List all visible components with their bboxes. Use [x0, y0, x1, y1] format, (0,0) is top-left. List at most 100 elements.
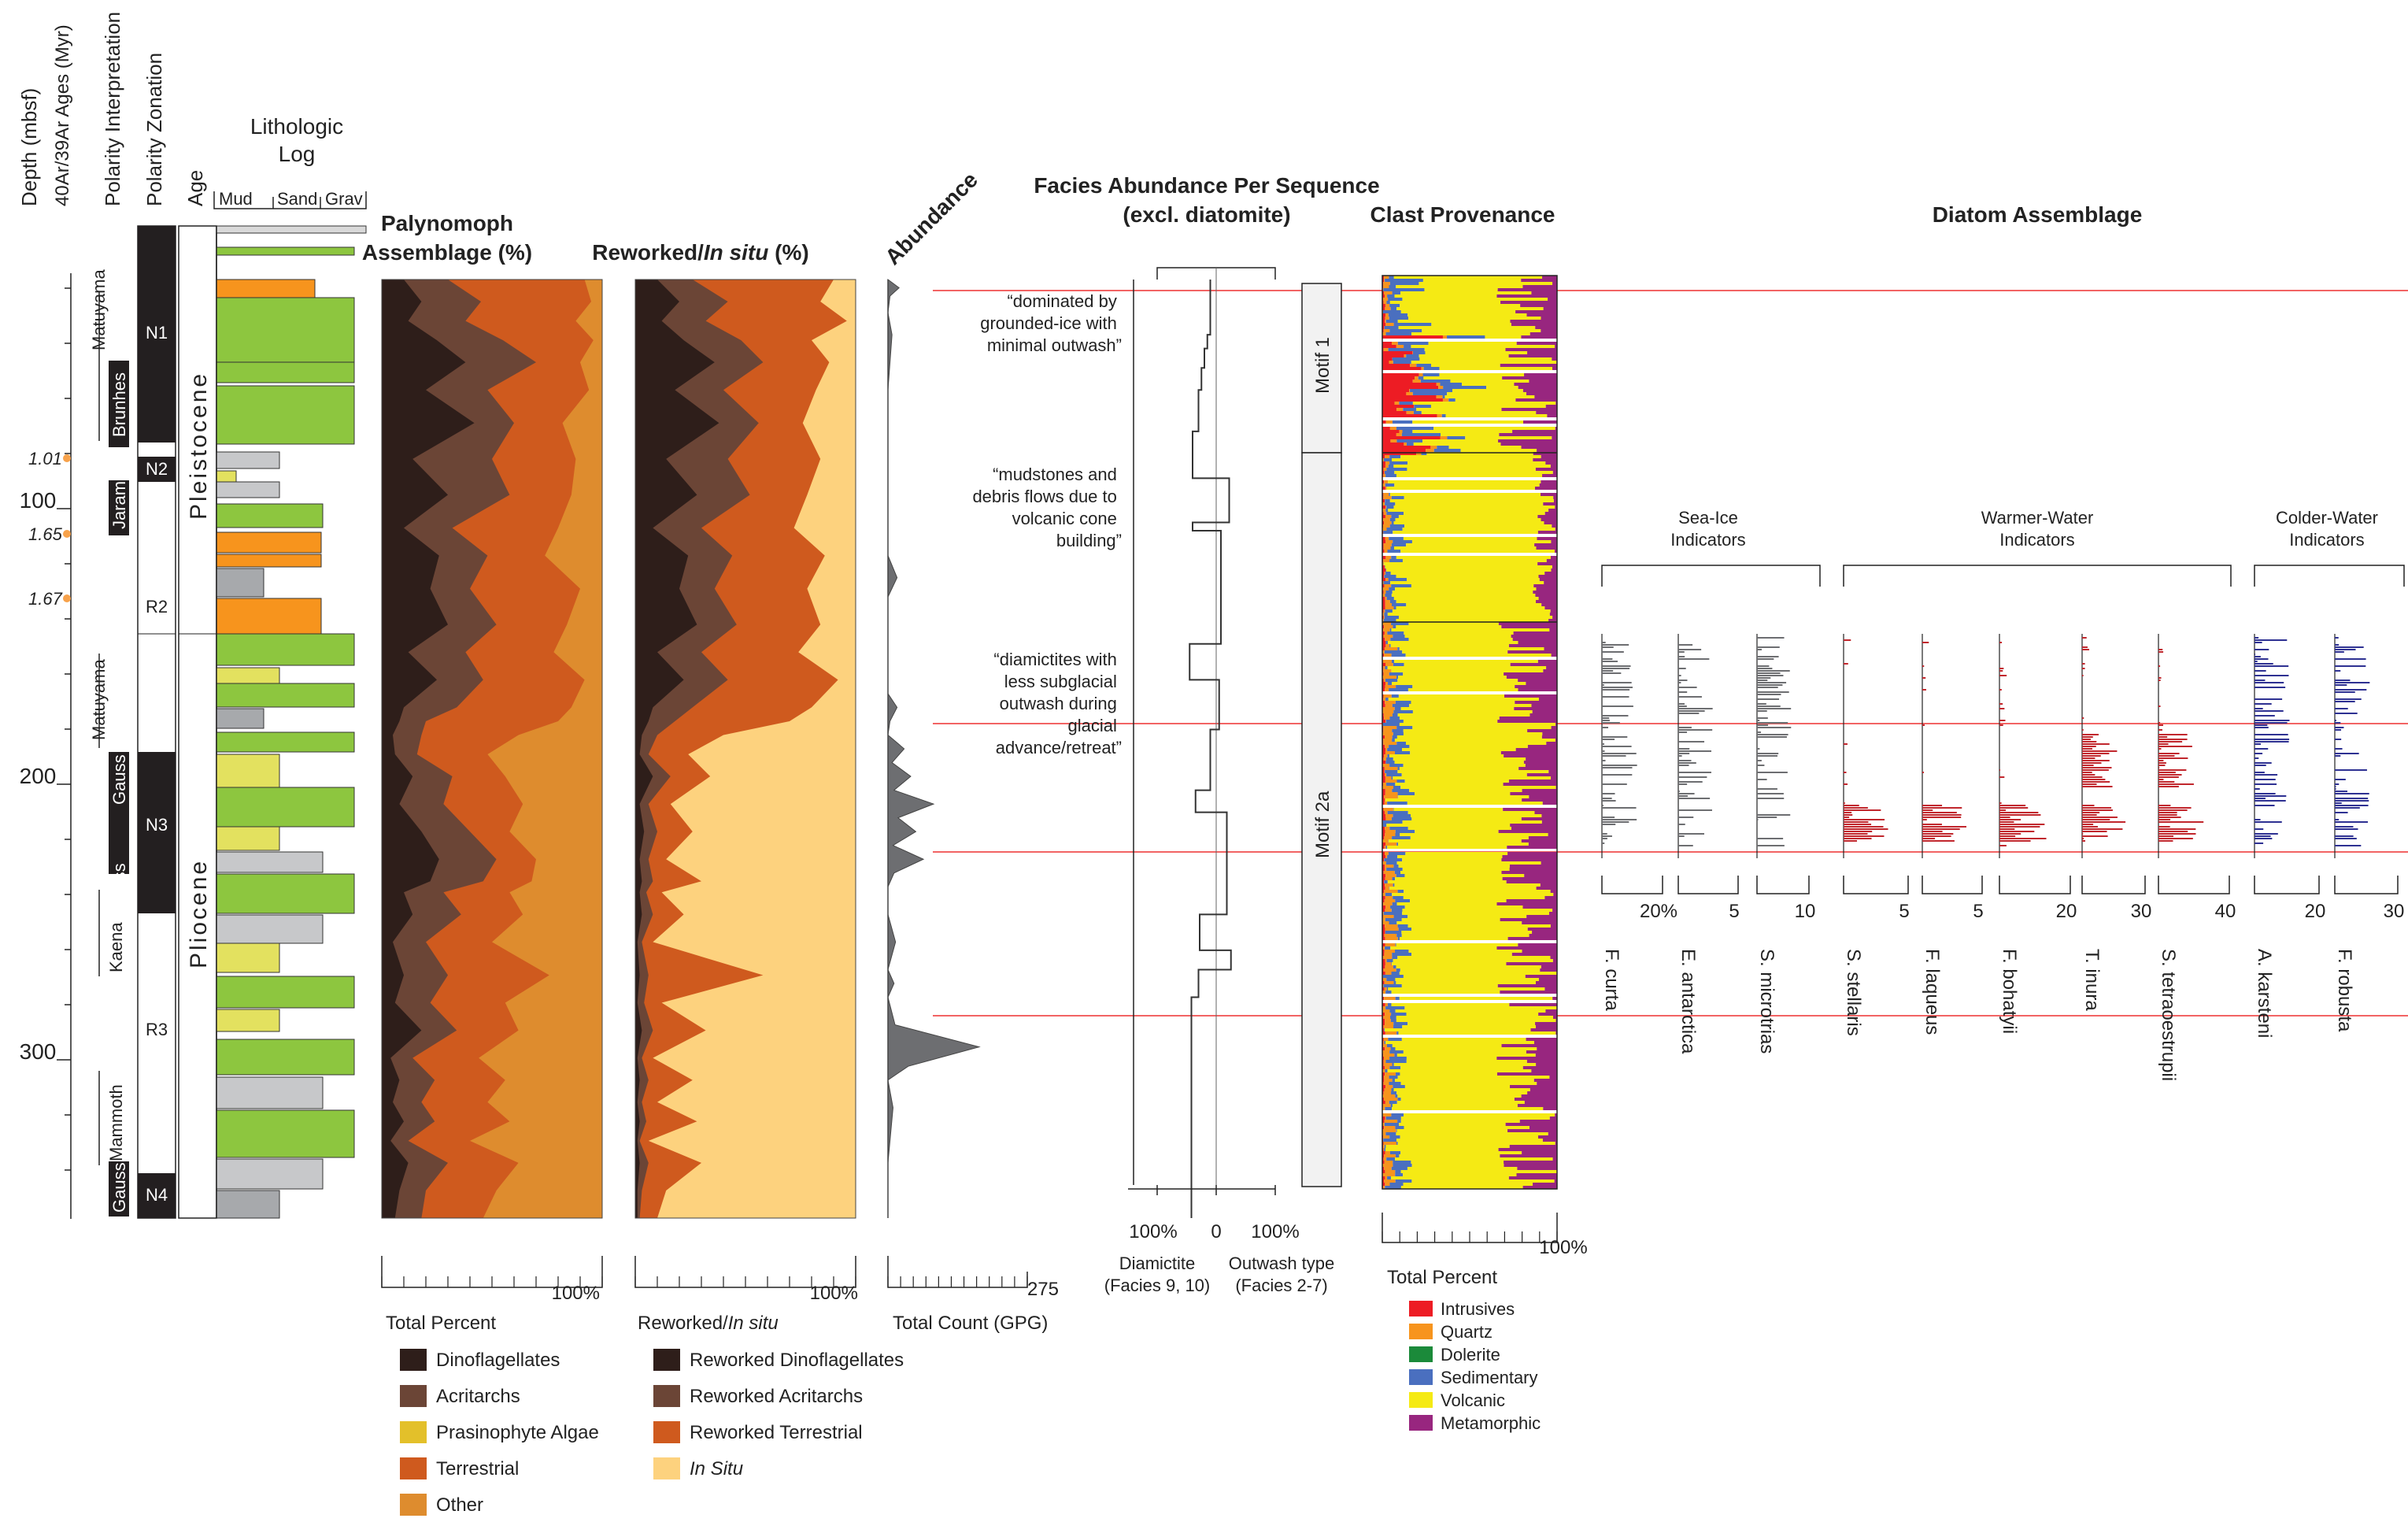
clast-bar-segment: [1402, 1025, 1536, 1028]
clast-bar-segment: [1385, 641, 1388, 644]
clast-bar-segment: [1382, 383, 1437, 386]
clast-bar-segment: [1382, 471, 1385, 474]
clast-bar-segment: [1400, 1082, 1537, 1085]
clast-bar-segment: [1386, 468, 1407, 471]
clast-bar-segment: [1542, 474, 1557, 477]
clast-bar-segment: [1386, 824, 1511, 827]
clast-bar-segment: [1486, 386, 1518, 389]
clast-bar-segment: [1394, 751, 1411, 754]
clast-bar-segment: [1499, 433, 1557, 436]
clast-bar-segment: [1389, 628, 1392, 631]
clast-bar-segment: [1382, 682, 1386, 685]
clast-bar-segment: [1402, 559, 1547, 562]
clast-bar-segment: [1514, 707, 1557, 710]
clast-bar-segment: [1392, 962, 1507, 965]
litho-unit: [216, 1076, 324, 1109]
clast-bar-segment: [1397, 890, 1404, 893]
diatom-tick-label: 40: [2215, 901, 2236, 922]
clast-bar-segment: [1383, 968, 1396, 972]
clast-bar-segment: [1527, 351, 1557, 354]
clast-bar-segment: [1389, 427, 1396, 430]
clast-bar-segment: [1527, 729, 1557, 732]
clast-bar-segment: [1532, 931, 1557, 934]
clast-bar-segment: [1382, 764, 1390, 767]
clast-bar-segment: [1382, 537, 1385, 540]
clast-bar-segment: [1383, 546, 1391, 550]
clast-bar-segment: [1384, 890, 1398, 893]
clast-bar-segment: [1395, 1126, 1404, 1129]
clast-bar-segment: [1392, 704, 1410, 707]
clast-bar-segment: [1385, 537, 1389, 540]
clast-bar-segment: [1409, 745, 1528, 748]
clast-bar-segment: [1529, 1126, 1557, 1129]
clast-bar-segment: [1389, 285, 1396, 288]
clast-bar-segment: [1382, 789, 1385, 792]
legend-label: Prasinophyte Algae: [436, 1422, 599, 1443]
clast-bar-segment: [1382, 625, 1385, 628]
clast-bar-segment: [1389, 1151, 1401, 1154]
clast-bar-segment: [1396, 676, 1399, 679]
clast-bar-segment: [1391, 515, 1399, 518]
clast-bar-segment: [1382, 754, 1385, 757]
clast-bar-segment: [1406, 603, 1542, 606]
abundance-tick-275: 275: [1027, 1279, 1059, 1300]
clast-bar-segment: [1383, 619, 1396, 622]
clast-bar-segment: [1382, 380, 1413, 383]
clast-bar-segment: [1403, 764, 1526, 767]
clast-bar-segment: [1385, 1176, 1388, 1179]
clast-bar-segment: [1386, 1157, 1396, 1161]
clast-bar-segment: [1385, 893, 1393, 896]
clast-bar-segment: [1525, 764, 1557, 767]
clast-bar-segment: [1550, 556, 1557, 559]
facies-right-label-1: Outwash type: [1229, 1254, 1335, 1273]
clast-bar-segment: [1522, 285, 1557, 288]
clast-bar-segment: [1393, 361, 1411, 364]
clast-bar-segment: [1526, 1038, 1557, 1041]
clast-bar-segment: [1428, 342, 1517, 345]
clast-bar-segment: [1388, 313, 1408, 317]
clast-bar-segment: [1390, 572, 1545, 575]
clast-bar-segment: [1382, 836, 1385, 839]
clast-bar-segment: [1396, 619, 1549, 622]
clast-bar-segment: [1385, 499, 1390, 502]
clast-bar-segment: [1514, 1098, 1557, 1101]
clast-bar-segment: [1395, 830, 1415, 833]
litho-header-1: Lithologic: [250, 114, 343, 139]
zone-label: N2: [146, 459, 168, 479]
clast-bar-segment: [1387, 748, 1403, 751]
clast-bar-segment: [1404, 905, 1523, 909]
clast-bar-segment: [1392, 591, 1533, 594]
clast-bar-segment: [1382, 1142, 1384, 1145]
clast-bar-segment: [1552, 524, 1557, 528]
clast-bar-segment: [1383, 518, 1390, 521]
clast-bar-segment: [1382, 411, 1407, 414]
clast-bar-segment: [1382, 893, 1385, 896]
clast-bar-segment: [1382, 631, 1385, 635]
clast-bar-segment: [1496, 1072, 1557, 1076]
clast-bar-segment: [1423, 376, 1503, 380]
clast-bar-segment: [1385, 304, 1390, 307]
clast-bar-segment: [1382, 713, 1384, 717]
clast-bar-segment: [1555, 1142, 1557, 1145]
clast-bar-segment: [1407, 461, 1546, 465]
motifs: Motif 1 Motif 2a: [1301, 283, 1342, 1187]
clast-bar-segment: [1385, 455, 1390, 458]
clast-bar-segment: [1502, 855, 1557, 858]
legend-swatch: [1409, 1324, 1433, 1339]
clast-bar-segment: [1382, 824, 1387, 827]
depth-tick-200: 200: [20, 764, 57, 788]
clast-bar-segment: [1382, 1151, 1385, 1154]
clast-bar-segment: [1382, 405, 1414, 408]
clast-bar-segment: [1386, 505, 1394, 509]
clast-bar-segment: [1496, 902, 1557, 905]
clast-bar-segment: [1389, 839, 1522, 842]
clast-bar-segment: [1448, 398, 1456, 402]
clast-bar-segment: [1437, 446, 1449, 449]
clast-bar-segment: [1552, 357, 1557, 361]
diatom-tick-label: 30: [2384, 901, 2405, 922]
clast-bar-segment: [1382, 991, 1386, 994]
clast-bar-segment: [1503, 808, 1557, 811]
clast-bar-segment: [1386, 978, 1396, 981]
clast-bar-segment: [1529, 380, 1557, 383]
clast-bar-segment: [1546, 666, 1557, 669]
